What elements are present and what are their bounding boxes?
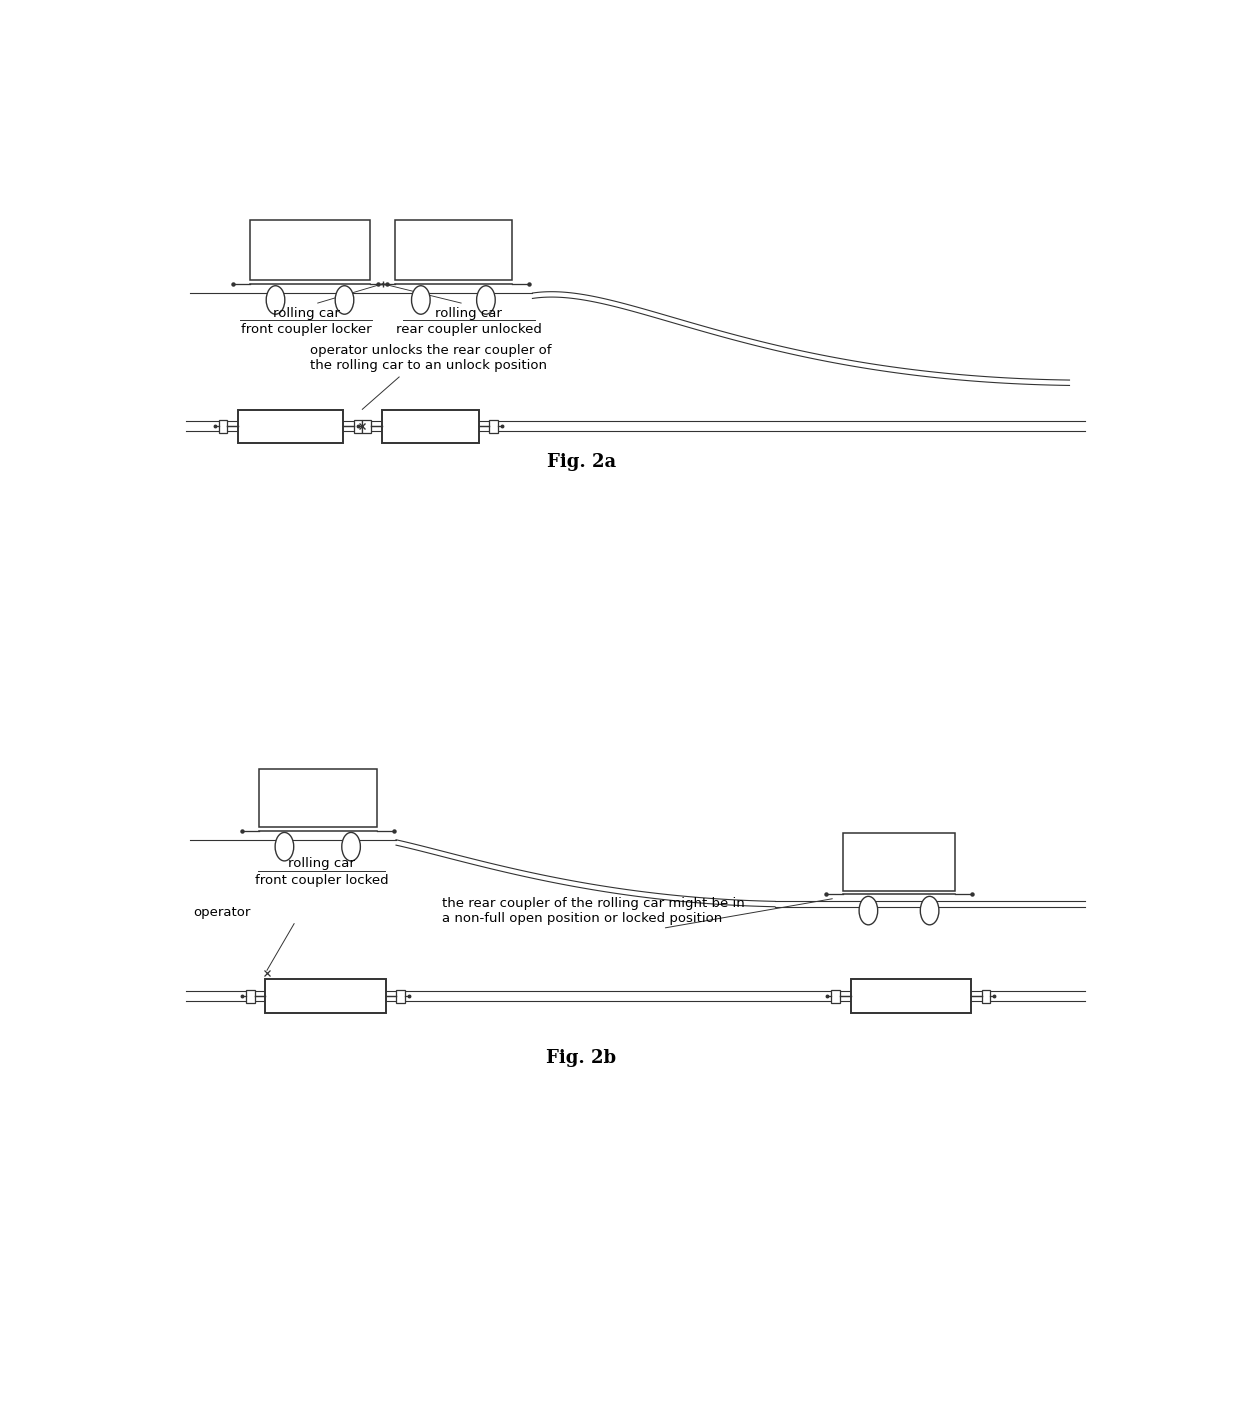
Ellipse shape: [859, 896, 878, 924]
Ellipse shape: [275, 833, 294, 861]
Bar: [843, 833, 955, 890]
Bar: [831, 989, 839, 1003]
Bar: [353, 420, 362, 433]
Ellipse shape: [412, 286, 430, 314]
Text: Fig. 2b: Fig. 2b: [546, 1048, 616, 1067]
Bar: [238, 410, 343, 442]
Text: Fig. 2a: Fig. 2a: [547, 454, 616, 472]
Bar: [851, 979, 971, 1013]
Text: rolling car: rolling car: [435, 307, 502, 320]
Bar: [219, 420, 227, 433]
Text: the rear coupler of the rolling car might be in
a non-full open position or lock: the rear coupler of the rolling car migh…: [441, 898, 744, 926]
Ellipse shape: [335, 286, 353, 314]
Text: rolling car: rolling car: [273, 307, 340, 320]
Bar: [490, 420, 498, 433]
Bar: [982, 989, 990, 1003]
Text: rear coupler unlocked: rear coupler unlocked: [396, 323, 542, 337]
Bar: [250, 220, 370, 280]
Text: rolling car: rolling car: [288, 858, 355, 871]
Bar: [397, 989, 405, 1003]
Ellipse shape: [920, 896, 939, 924]
Bar: [246, 989, 254, 1003]
Bar: [362, 420, 371, 433]
Ellipse shape: [476, 286, 495, 314]
Bar: [265, 979, 386, 1013]
Text: operator: operator: [193, 906, 252, 919]
Bar: [382, 410, 479, 442]
Bar: [396, 220, 511, 280]
Ellipse shape: [342, 833, 361, 861]
Text: front coupler locked: front coupler locked: [254, 874, 388, 886]
Text: operator unlocks the rear coupler of
the rolling car to an unlock position: operator unlocks the rear coupler of the…: [310, 344, 552, 372]
Text: front coupler locker: front coupler locker: [241, 323, 372, 337]
Ellipse shape: [267, 286, 285, 314]
Bar: [259, 769, 377, 827]
